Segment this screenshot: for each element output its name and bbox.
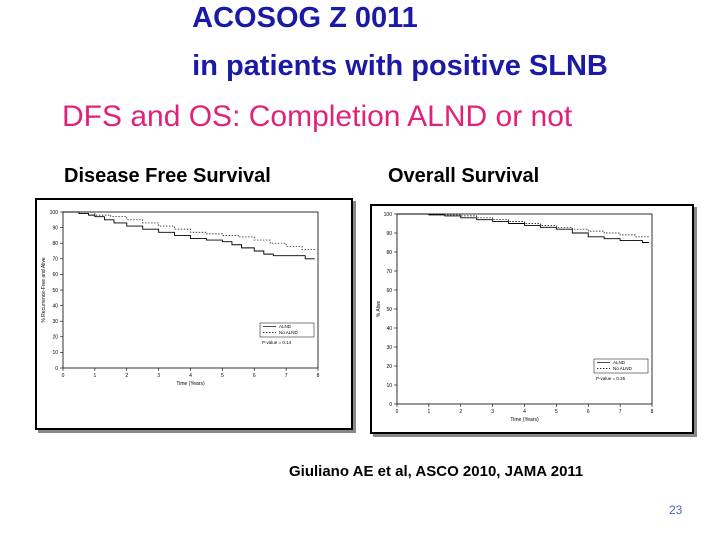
os-y-tick-label: 50 — [386, 307, 392, 313]
dfs-chart: 0 10 20 30 40 50 60 70 80 90 100 0 1 2 3 4 5 6 7 8 Time (Yea… — [41, 210, 320, 387]
os-x-tick-label: 0 — [396, 409, 399, 415]
dfs-y-tick-label: 70 — [52, 257, 58, 263]
os-y-tick-label: 0 — [389, 402, 392, 408]
os-x-tick-label: 5 — [555, 409, 558, 415]
dfs-legend-entry: No ALND — [279, 330, 299, 335]
dfs-y-tick-label: 40 — [52, 303, 58, 309]
dfs-y-tick-label: 50 — [52, 288, 58, 294]
os-series-alnd-line — [397, 213, 649, 243]
dfs-series-alnd-line — [63, 211, 315, 260]
os-p-value: P-value = 0.25 — [596, 376, 626, 381]
os-y-tick-label: 70 — [386, 269, 392, 275]
dfs-y-tick-label: 100 — [50, 210, 59, 216]
slide-title-line1: ACOSOG Z 0011 — [192, 2, 418, 34]
dfs-y-tick-label: 80 — [52, 241, 58, 247]
dfs-y-tick-label: 60 — [52, 272, 58, 278]
page-number: 23 — [669, 503, 683, 517]
dfs-chart-panel: 0 10 20 30 40 50 60 70 80 90 100 0 1 2 3 4 5 6 7 8 Time (Yea… — [35, 198, 353, 430]
citation: Giuliano AE et al, ASCO 2010, JAMA 2011 — [289, 463, 584, 480]
os-y-tick-label: 100 — [384, 212, 393, 218]
dfs-x-tick-label: 1 — [93, 373, 96, 379]
dfs-x-tick-label: 3 — [157, 373, 160, 379]
dfs-series-no-alnd-line — [63, 211, 316, 251]
dfs-y-tick-label: 90 — [52, 225, 58, 231]
dfs-y-axis-label: % Recurrence-Free and Alive — [41, 257, 47, 323]
os-y-axis-label: % Alive — [376, 301, 382, 318]
dfs-x-tick-label: 2 — [125, 373, 128, 379]
os-x-tick-label: 8 — [651, 409, 654, 415]
dfs-legend-entry: ALND — [279, 324, 292, 329]
dfs-x-axis-label: Time (Years) — [176, 381, 205, 387]
dfs-panel-title: Disease Free Survival — [64, 165, 271, 187]
os-chart-panel: 0 10 20 30 40 50 60 70 80 90 100 0 1 2 3 4 5 6 7 8 Time (Yea… — [370, 204, 694, 434]
os-x-tick-label: 4 — [523, 409, 526, 415]
os-y-tick-label: 20 — [386, 364, 392, 370]
dfs-x-tick-label: 7 — [285, 373, 288, 379]
dfs-x-tick-label: 5 — [221, 373, 224, 379]
os-y-tick-label: 40 — [386, 326, 392, 332]
os-panel-title: Overall Survival — [388, 165, 540, 187]
dfs-y-tick-label: 10 — [52, 350, 58, 356]
os-y-tick-label: 60 — [386, 288, 392, 294]
dfs-x-tick-label: 6 — [253, 373, 256, 379]
os-y-tick-label: 80 — [386, 250, 392, 256]
os-x-tick-label: 7 — [619, 409, 622, 415]
os-series-no-alnd-line — [397, 213, 649, 238]
dfs-x-tick-label: 4 — [189, 373, 192, 379]
dfs-p-value: P-value = 0.14 — [262, 340, 292, 345]
dfs-y-tick-label: 30 — [52, 319, 58, 325]
os-y-tick-label: 90 — [386, 231, 392, 237]
dfs-y-tick-label: 20 — [52, 335, 58, 341]
os-legend-entry: No ALND — [613, 366, 633, 371]
os-x-tick-label: 3 — [491, 409, 494, 415]
os-y-tick-label: 30 — [386, 345, 392, 351]
os-x-tick-label: 2 — [459, 409, 462, 415]
os-legend-entry: ALND — [613, 360, 626, 365]
slide-title-line2: in patients with positive SLNB — [192, 50, 608, 82]
dfs-x-tick-label: 8 — [317, 373, 320, 379]
os-x-tick-label: 1 — [427, 409, 430, 415]
os-x-tick-label: 6 — [587, 409, 590, 415]
os-y-tick-label: 10 — [386, 383, 392, 389]
dfs-y-tick-label: 0 — [55, 366, 58, 372]
os-chart: 0 10 20 30 40 50 60 70 80 90 100 0 1 2 3 4 5 6 7 8 Time (Yea… — [376, 212, 654, 423]
dfs-x-tick-label: 0 — [62, 373, 65, 379]
os-x-axis-label: Time (Years) — [510, 417, 539, 423]
slide-subtitle: DFS and OS: Completion ALND or not — [62, 100, 573, 133]
